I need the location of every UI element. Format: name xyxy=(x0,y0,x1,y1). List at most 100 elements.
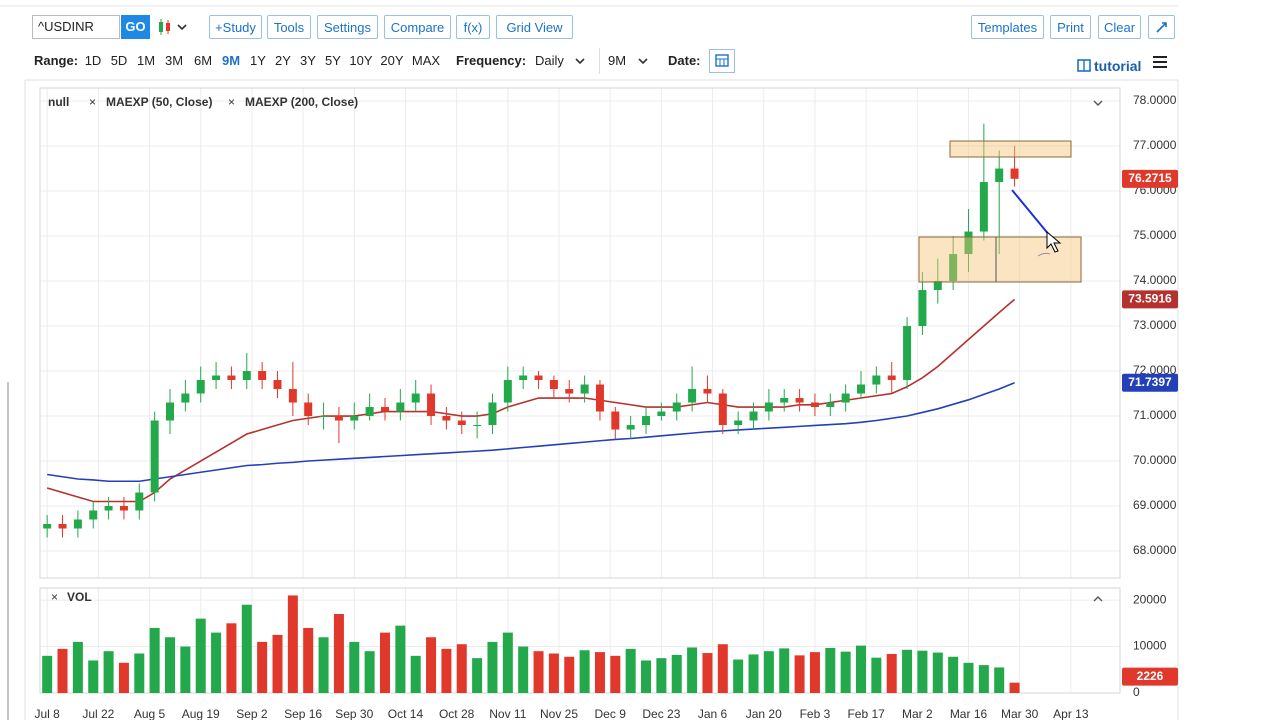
moving-average-line xyxy=(47,381,1015,483)
tutorial-link[interactable]: tutorial xyxy=(1094,58,1142,74)
y-tick-label: 76.0000 xyxy=(1133,183,1177,197)
tutorial-icon xyxy=(1077,59,1091,72)
range-option[interactable]: 3M xyxy=(164,53,184,68)
toolbar-button[interactable]: Grid View xyxy=(496,15,573,39)
candle-body xyxy=(749,411,758,421)
range-option[interactable]: 6M xyxy=(193,53,213,68)
candle-body xyxy=(734,420,743,426)
toolbar-button[interactable]: Print xyxy=(1050,15,1091,39)
x-tick-label: Feb 3 xyxy=(800,707,831,720)
toolbar-button[interactable]: f(x) xyxy=(456,15,490,39)
candle-body xyxy=(611,411,620,430)
toolbar-button[interactable]: Compare xyxy=(384,15,451,39)
volume-bar xyxy=(487,641,498,693)
toolbar-button[interactable]: Settings xyxy=(317,15,378,39)
candle-body xyxy=(334,416,343,421)
volume-bar xyxy=(871,657,882,693)
collapse-icon[interactable] xyxy=(1093,596,1103,602)
draw-button[interactable] xyxy=(1148,15,1175,39)
volume-bar xyxy=(42,655,53,693)
volume-bar xyxy=(902,649,913,693)
x-tick-label: Sep 16 xyxy=(284,707,322,720)
volume-bar xyxy=(241,604,252,693)
volume-bar xyxy=(211,632,222,693)
drawn-zone xyxy=(949,140,1072,158)
range-option[interactable]: 20Y xyxy=(380,53,404,68)
date-button[interactable] xyxy=(709,49,735,73)
candle-body xyxy=(642,416,651,426)
volume-bar xyxy=(963,662,974,693)
candle-body xyxy=(519,375,528,381)
volume-bar xyxy=(687,647,698,693)
x-tick-label: Mar 16 xyxy=(950,707,988,720)
volume-bar xyxy=(410,655,421,693)
legend-close[interactable]: × xyxy=(228,95,235,109)
x-tick-label: Aug 5 xyxy=(134,707,166,720)
candle-body xyxy=(657,411,666,417)
volume-bar xyxy=(625,648,636,693)
chart-type-icon[interactable] xyxy=(157,17,189,37)
candle-body xyxy=(73,519,82,529)
candle-body xyxy=(565,389,574,394)
volume-tick-label: 20000 xyxy=(1133,592,1167,606)
range-option[interactable]: 2Y xyxy=(275,53,291,68)
frequency-select[interactable]: Daily xyxy=(535,53,564,68)
dropdown-arrow xyxy=(638,58,648,65)
toolbar-button[interactable]: Clear xyxy=(1098,15,1141,39)
menu-icon[interactable] xyxy=(1152,55,1168,69)
range-option[interactable]: 5Y xyxy=(325,53,341,68)
candle-body xyxy=(979,182,988,232)
go-button[interactable]: GO xyxy=(121,15,150,39)
symbol-input[interactable]: ^USDINR xyxy=(32,15,120,39)
volume-tick-label: 0 xyxy=(1133,685,1140,699)
moving-average-line xyxy=(46,298,1016,503)
toolbar-button[interactable]: +Study xyxy=(209,15,262,39)
range-option[interactable]: 1D xyxy=(84,53,102,68)
range-option[interactable]: 9M xyxy=(221,53,241,68)
y-tick-label: 78.0000 xyxy=(1133,93,1177,107)
volume-bar xyxy=(364,651,375,693)
period-select[interactable]: 9M xyxy=(608,53,627,68)
drawn-trend-line xyxy=(1011,189,1051,237)
cursor xyxy=(1046,230,1062,253)
toolbar-button[interactable]: Tools xyxy=(267,15,311,39)
candle-body xyxy=(703,389,712,394)
volume-bar xyxy=(502,632,513,693)
candle-body xyxy=(1010,168,1019,179)
volume-bar xyxy=(825,647,836,693)
x-tick-label: Jan 6 xyxy=(698,707,728,720)
collapse-icon[interactable] xyxy=(1093,100,1103,106)
range-option[interactable]: MAX xyxy=(411,53,441,68)
volume-bar xyxy=(318,637,329,693)
candle-body xyxy=(473,425,482,427)
candle-body xyxy=(411,393,420,403)
volume-bar xyxy=(456,644,467,693)
legend-close[interactable]: × xyxy=(51,590,58,604)
candle-body xyxy=(887,375,896,381)
drawn-mark xyxy=(1037,252,1051,257)
candle-body xyxy=(365,407,374,417)
range-option[interactable]: 5D xyxy=(110,53,128,68)
dropdown-arrow xyxy=(575,58,585,65)
volume-bar xyxy=(886,653,897,693)
range-option[interactable]: 10Y xyxy=(349,53,373,68)
volume-bar xyxy=(671,654,682,693)
range-option[interactable]: 1Y xyxy=(250,53,266,68)
volume-bar xyxy=(1009,682,1020,693)
candle-body xyxy=(949,254,958,282)
y-tick-label: 75.0000 xyxy=(1133,228,1177,242)
x-tick-label: Oct 14 xyxy=(388,707,424,720)
volume-bar xyxy=(702,653,713,693)
range-option[interactable]: 3Y xyxy=(300,53,316,68)
last-value-label: 2226 xyxy=(1137,669,1164,683)
volume-bar xyxy=(287,595,298,693)
volume-bar xyxy=(856,645,867,693)
volume-bar xyxy=(917,650,928,693)
volume-bar xyxy=(257,641,268,693)
toolbar-button[interactable]: Templates xyxy=(971,15,1044,39)
range-option[interactable]: 1M xyxy=(136,53,156,68)
candle-body xyxy=(903,326,912,381)
legend-close[interactable]: × xyxy=(89,95,96,109)
candle-body xyxy=(688,389,697,403)
